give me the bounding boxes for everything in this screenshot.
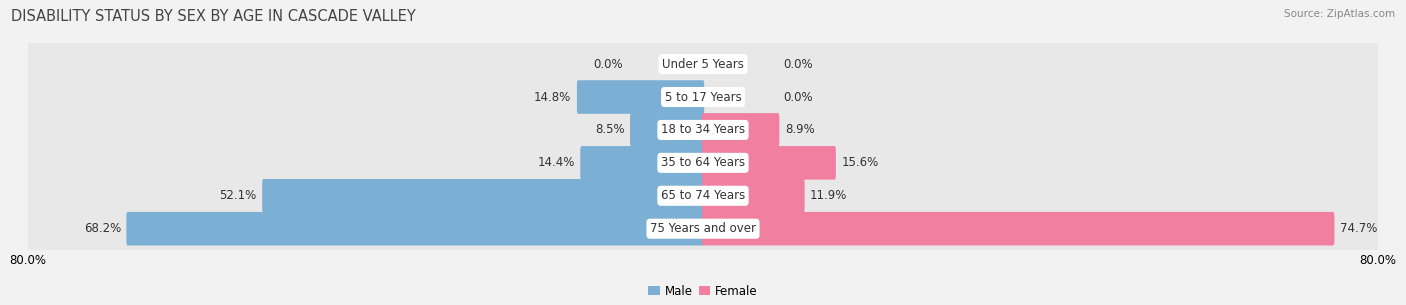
- Text: 11.9%: 11.9%: [810, 189, 848, 202]
- Text: 75 Years and over: 75 Years and over: [650, 222, 756, 235]
- Text: 65 to 74 Years: 65 to 74 Years: [661, 189, 745, 202]
- Text: 8.5%: 8.5%: [595, 124, 624, 136]
- Text: 52.1%: 52.1%: [219, 189, 257, 202]
- FancyBboxPatch shape: [702, 146, 835, 180]
- FancyBboxPatch shape: [21, 204, 1385, 253]
- Text: 15.6%: 15.6%: [841, 156, 879, 169]
- FancyBboxPatch shape: [581, 146, 704, 180]
- Text: 0.0%: 0.0%: [593, 58, 623, 70]
- Text: 5 to 17 Years: 5 to 17 Years: [665, 91, 741, 103]
- Text: 35 to 64 Years: 35 to 64 Years: [661, 156, 745, 169]
- FancyBboxPatch shape: [21, 138, 1385, 187]
- Text: Under 5 Years: Under 5 Years: [662, 58, 744, 70]
- Text: 8.9%: 8.9%: [785, 124, 814, 136]
- Text: 68.2%: 68.2%: [84, 222, 121, 235]
- FancyBboxPatch shape: [630, 113, 704, 147]
- FancyBboxPatch shape: [127, 212, 704, 246]
- FancyBboxPatch shape: [21, 171, 1385, 220]
- Text: 14.4%: 14.4%: [537, 156, 575, 169]
- FancyBboxPatch shape: [702, 179, 804, 213]
- FancyBboxPatch shape: [576, 80, 704, 114]
- FancyBboxPatch shape: [21, 73, 1385, 121]
- Text: 0.0%: 0.0%: [783, 58, 813, 70]
- Text: Source: ZipAtlas.com: Source: ZipAtlas.com: [1284, 9, 1395, 19]
- Text: 0.0%: 0.0%: [783, 91, 813, 103]
- FancyBboxPatch shape: [21, 106, 1385, 154]
- Text: DISABILITY STATUS BY SEX BY AGE IN CASCADE VALLEY: DISABILITY STATUS BY SEX BY AGE IN CASCA…: [11, 9, 416, 24]
- FancyBboxPatch shape: [21, 40, 1385, 88]
- FancyBboxPatch shape: [702, 212, 1334, 246]
- FancyBboxPatch shape: [262, 179, 704, 213]
- Text: 74.7%: 74.7%: [1340, 222, 1378, 235]
- Text: 18 to 34 Years: 18 to 34 Years: [661, 124, 745, 136]
- FancyBboxPatch shape: [702, 113, 779, 147]
- Text: 14.8%: 14.8%: [534, 91, 571, 103]
- Legend: Male, Female: Male, Female: [644, 280, 762, 302]
